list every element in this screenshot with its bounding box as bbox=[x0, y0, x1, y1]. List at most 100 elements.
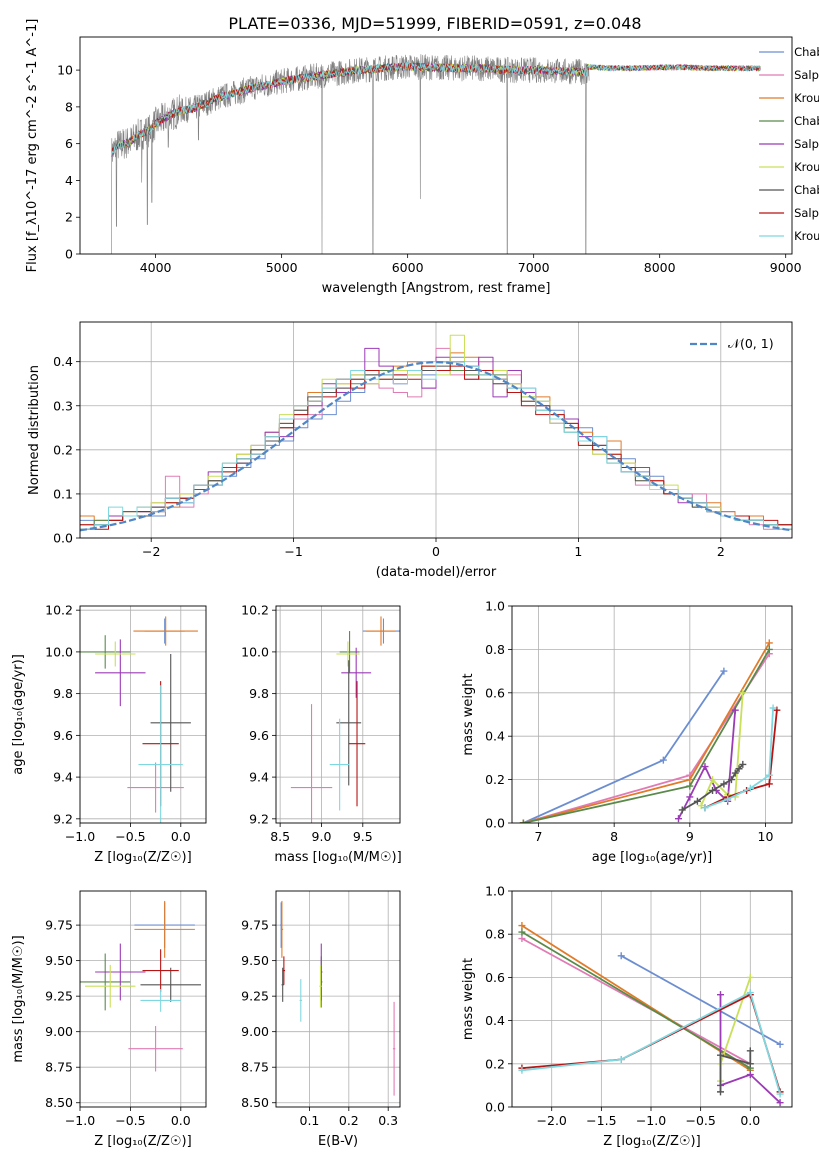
mass_vs_z-y-axis-label: mass [log₁₀(M/M☉)] bbox=[11, 935, 26, 1062]
weight_vs_z-x-axis-label: Z [log₁₀(Z/Z☉)] bbox=[603, 1134, 700, 1149]
mass-weight-line bbox=[704, 707, 774, 809]
mass-weight-marker bbox=[731, 769, 739, 777]
mass_vs_ebv-y-tick-label: 8.50 bbox=[241, 1095, 269, 1110]
residuals-x-tick-label: 1 bbox=[574, 544, 582, 559]
weight_vs_z-x-tick-label: −1.0 bbox=[636, 1113, 666, 1128]
mass_vs_ebv-y-tick-label: 9.25 bbox=[241, 989, 269, 1004]
mass-weight-marker bbox=[776, 1040, 784, 1048]
mass-weight-marker bbox=[659, 756, 667, 764]
residuals-axes-frame bbox=[79, 321, 793, 539]
residuals-panel: −2 −1 0 1 2 0.0 0.1 0.2 0.3 0.4 (data-model)/error… bbox=[27, 321, 793, 580]
mass_vs_z-y-tick-label: 9.50 bbox=[45, 953, 73, 968]
mass_vs_ebv-x-axis-label: E(B-V) bbox=[318, 1134, 358, 1149]
mass_vs_ebv-axes-frame bbox=[275, 890, 401, 1108]
residuals-y-tick-label: 0.1 bbox=[53, 486, 73, 501]
weight_vs_z-plot-area bbox=[512, 891, 792, 1107]
weight_vs_z-x-tick-label: −0.5 bbox=[685, 1113, 715, 1128]
spectrum-y-tick-label: 6 bbox=[65, 136, 73, 151]
mass-weight-marker bbox=[686, 776, 694, 784]
spectrum-y-tick-label: 10 bbox=[57, 63, 73, 78]
mass-weight-marker bbox=[765, 771, 773, 779]
observed-spectrum-line bbox=[111, 54, 590, 254]
mass_vs_ebv-panel: 0.1 0.2 0.3 8.50 8.75 9.00 9.25 9.50 9.75 E(B-V) bbox=[241, 890, 401, 1149]
mass-weight-marker bbox=[727, 776, 735, 784]
mass_vs_ebv-plot-area bbox=[276, 891, 400, 1107]
mass_vs_z-plot-area bbox=[80, 891, 206, 1107]
age_vs_mass-x-axis-label: mass [log₁₀(M/M☉)] bbox=[274, 850, 401, 865]
age_vs_mass-y-tick-label: 10.0 bbox=[241, 644, 269, 659]
weight_vs_z-x-tick-label: −2.0 bbox=[537, 1113, 567, 1128]
weight_vs_z-y-axis-label: mass weight bbox=[461, 958, 476, 1040]
age_vs_z-axes-frame bbox=[79, 605, 207, 824]
weight_vs_z-axes-frame bbox=[511, 890, 793, 1108]
mass-weight-marker bbox=[697, 802, 705, 810]
age_vs_z-y-tick-label: 10.0 bbox=[45, 644, 73, 659]
mass-weight-marker bbox=[776, 1099, 784, 1107]
spectrum-x-tick-label: 4000 bbox=[140, 260, 172, 275]
weight_vs_age-y-tick-label: 0.8 bbox=[485, 642, 505, 657]
residuals-x-tick-label: −1 bbox=[284, 544, 302, 559]
mass_vs_ebv-y-tick-label: 8.75 bbox=[241, 1060, 269, 1075]
weight_vs_age-y-tick-label: 0.6 bbox=[485, 685, 505, 700]
mass_vs_ebv-x-tick-label: 0.1 bbox=[300, 1113, 320, 1128]
residuals-y-tick-label: 0.3 bbox=[53, 398, 73, 413]
weight_vs_age-panel: 7 8 9 10 0.0 0.2 0.4 0.6 0.8 1.0 age [log₁₀(age/yr… bbox=[461, 599, 793, 865]
mass-weight-marker bbox=[518, 928, 526, 936]
weight_vs_age-x-tick-label: 8 bbox=[610, 829, 618, 844]
mass-weight-marker bbox=[519, 819, 527, 823]
legend-entry: 𝒩(0, 1) bbox=[728, 336, 774, 351]
mass-weight-marker bbox=[765, 639, 773, 647]
mass-weight-line bbox=[521, 931, 751, 1069]
legend-entry: Salpeter ELODIE, N_SSP=3 bbox=[794, 137, 819, 151]
mass-weight-marker bbox=[709, 786, 717, 794]
age_vs_mass-y-tick-label: 9.6 bbox=[249, 728, 269, 743]
legend-entry: Salpeter MILES, N_SSP=4 bbox=[794, 68, 819, 82]
mass-weight-line bbox=[521, 937, 751, 1065]
mass-weight-marker bbox=[717, 1088, 725, 1096]
mass-weight-marker bbox=[724, 795, 732, 803]
mass_vs_z-x-tick-label: −1.0 bbox=[65, 1113, 95, 1128]
mass-weight-marker bbox=[686, 782, 694, 790]
mass-weight-marker bbox=[773, 706, 781, 714]
mass-weight-line bbox=[719, 994, 781, 1104]
mass-weight-marker bbox=[746, 1060, 754, 1068]
spectrum-title: PLATE=0336, MJD=51999, FIBERID=0591, z=0… bbox=[228, 14, 641, 33]
legend-entry: Chabrier MILES, N_SSP=4 bbox=[794, 45, 819, 59]
mass-weight-marker bbox=[518, 1066, 526, 1074]
spectrum-x-tick-label: 7000 bbox=[518, 260, 550, 275]
spectrum-y-tick-label: 2 bbox=[65, 210, 73, 225]
gaussian-curve bbox=[80, 360, 792, 532]
weight_vs_age-x-tick-label: 10 bbox=[758, 829, 774, 844]
legend-entry: Salpeter STELIB, N_SSP=6 bbox=[794, 206, 819, 220]
mass-weight-marker bbox=[765, 645, 773, 653]
mass_vs_ebv-x-tick-label: 0.2 bbox=[339, 1113, 359, 1128]
mass_vs_z-y-tick-label: 9.25 bbox=[45, 989, 73, 1004]
mass-weight-marker bbox=[720, 780, 728, 788]
mass-weight-marker bbox=[769, 704, 777, 712]
spectrum-y-tick-label: 8 bbox=[65, 99, 73, 114]
spectrum-y-axis-label: Flux [f_λ10^-17 erg cm^-2 s^-1 A^-1] bbox=[25, 19, 40, 273]
age_vs_z-x-tick-label: −0.5 bbox=[115, 829, 145, 844]
spectrum-axes-frame bbox=[79, 36, 793, 255]
residuals-y-tick-label: 0.0 bbox=[53, 531, 73, 546]
age_vs_mass-plot-area bbox=[276, 606, 400, 823]
model-spectrum-line bbox=[111, 62, 761, 157]
age_vs_z-panel: −1.0 −0.5 0.0 9.2 9.4 9.6 9.8 10.0 10.2 Z [log₁₀(… bbox=[11, 603, 207, 865]
age_vs_z-y-tick-label: 9.6 bbox=[53, 728, 73, 743]
age_vs_z-x-tick-label: −1.0 bbox=[65, 829, 95, 844]
mass-weight-marker bbox=[717, 991, 725, 999]
mass-weight-line bbox=[677, 710, 737, 820]
mass_vs_z-y-tick-label: 8.50 bbox=[45, 1095, 73, 1110]
mass-weight-marker bbox=[674, 815, 682, 823]
age_vs_mass-x-tick-label: 8.5 bbox=[270, 829, 290, 844]
age_vs_z-plot-area bbox=[80, 606, 206, 823]
age_vs_z-y-tick-label: 9.4 bbox=[53, 770, 73, 785]
age_vs_mass-x-tick-label: 9.0 bbox=[312, 829, 332, 844]
mass_vs_z-y-tick-label: 9.75 bbox=[45, 918, 73, 933]
weight_vs_age-y-axis-label: mass weight bbox=[461, 673, 476, 755]
mass_vs_z-y-tick-label: 9.00 bbox=[45, 1024, 73, 1039]
mass-weight-marker bbox=[701, 804, 709, 812]
age_vs_z-y-axis-label: age [log₁₀(age/yr)] bbox=[11, 654, 26, 775]
age_vs_z-y-tick-label: 10.2 bbox=[45, 603, 73, 618]
mass-weight-marker bbox=[746, 1047, 754, 1055]
